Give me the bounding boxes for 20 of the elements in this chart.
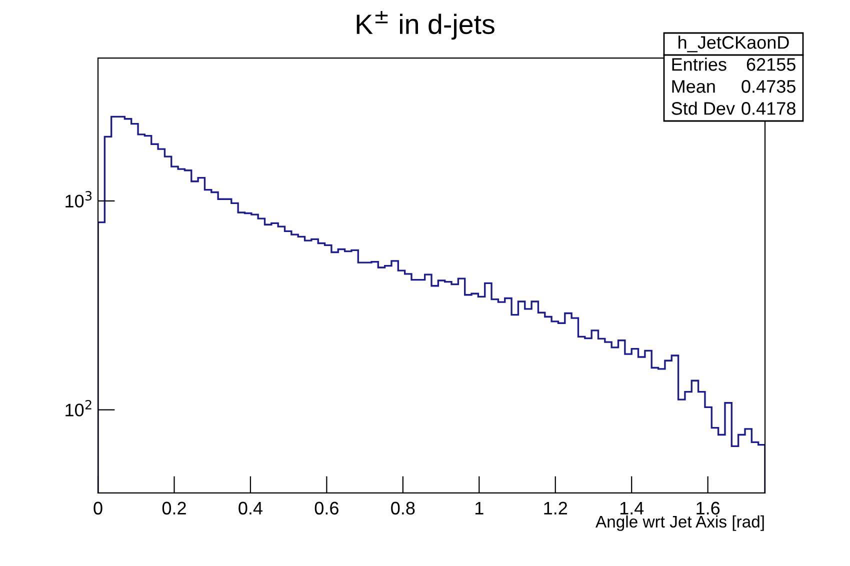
x-axis-title: Angle wrt Jet Axis [rad] bbox=[596, 515, 764, 531]
x-tick-label: 0.6 bbox=[314, 502, 338, 515]
y-tick-label: 10$^{2}$ bbox=[66, 400, 92, 416]
x-tick-label: 1 bbox=[476, 502, 484, 514]
annotation: Mean bbox=[672, 80, 715, 93]
x-tick-label: 1.2 bbox=[544, 502, 568, 514]
annotation: Std Dev bbox=[672, 102, 735, 115]
text: h_JetCKaonD bbox=[678, 36, 789, 52]
annotation: 0.4178 bbox=[742, 102, 796, 115]
x-tick-label: 1.4 bbox=[620, 502, 644, 514]
x-tick-label: 0.8 bbox=[391, 502, 415, 515]
y-tick-label: 10$^{3}$ bbox=[66, 191, 92, 208]
x-tick-label: 0 bbox=[94, 502, 102, 515]
chart-title: K$^{±}$ in d-jets bbox=[356, 11, 494, 40]
annotation: 0.4735 bbox=[742, 80, 796, 93]
annotation: 62155 bbox=[746, 58, 796, 71]
x-tick-label: 0.4 bbox=[238, 502, 262, 515]
annotation: Entries bbox=[672, 58, 726, 71]
x-tick-label: 1.6 bbox=[696, 502, 720, 515]
x-tick-label: 0.2 bbox=[162, 502, 186, 515]
